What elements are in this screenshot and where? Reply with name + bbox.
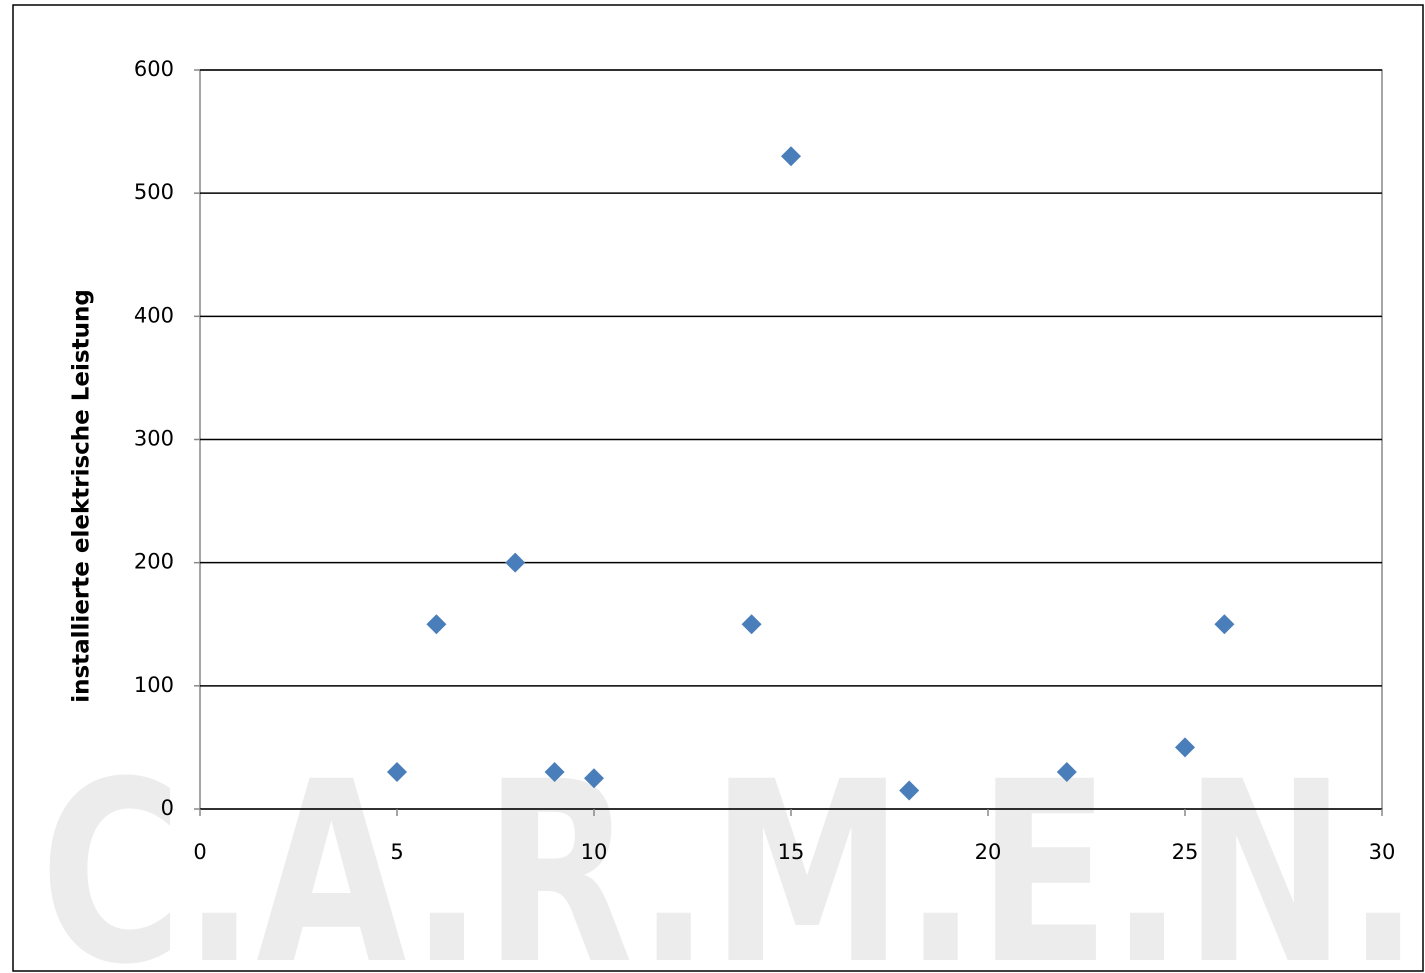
- marker: [387, 762, 407, 783]
- marker: [544, 762, 565, 783]
- x-tick-label: 15: [778, 840, 805, 864]
- y-tick-label: 300: [134, 427, 174, 451]
- marker: [584, 768, 604, 789]
- marker: [741, 614, 762, 635]
- x-tick-label: 20: [975, 840, 1002, 864]
- x-tick-label: 0: [193, 840, 206, 864]
- chart-frame: [12, 4, 1424, 972]
- y-tick-label: 400: [134, 303, 174, 327]
- y-tick-label: 600: [134, 57, 174, 81]
- marker: [1175, 737, 1195, 758]
- y-tick-label: 200: [134, 550, 174, 574]
- y-tick-label: 100: [134, 673, 174, 697]
- x-tick-label: 10: [581, 840, 608, 864]
- x-tick-label: 30: [1369, 840, 1396, 864]
- marker: [505, 552, 526, 573]
- marker: [1056, 762, 1077, 783]
- y-tick-label: 500: [134, 180, 174, 204]
- watermark: C.A.R.M.E.N.: [40, 728, 1420, 973]
- marker: [781, 146, 801, 167]
- x-tick-label: 5: [390, 840, 403, 864]
- marker: [426, 614, 447, 635]
- x-tick-label: 25: [1172, 840, 1199, 864]
- marker: [1214, 614, 1235, 635]
- marker: [899, 780, 920, 801]
- y-axis-label: installierte elektrische Leistung: [69, 289, 95, 703]
- y-tick-label: 0: [161, 796, 174, 820]
